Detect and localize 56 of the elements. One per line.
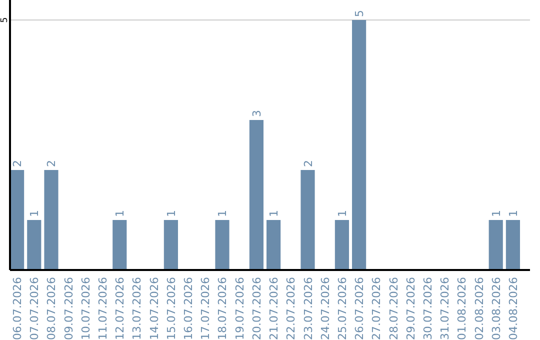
data-label: 5 — [353, 10, 366, 17]
x-tick-label: 17.07.2026 — [199, 277, 212, 340]
x-tick-label: 04.08.2026 — [506, 277, 520, 340]
bar — [266, 220, 281, 270]
x-tick-label: 18.07.2026 — [216, 277, 230, 340]
x-tick-label: 12.07.2026 — [114, 277, 127, 340]
bar — [249, 120, 264, 270]
data-label: 3 — [250, 110, 264, 117]
x-tick-label: 31.07.2026 — [438, 277, 452, 340]
data-label: 1 — [114, 210, 127, 217]
bar — [27, 220, 42, 270]
x-tick-label: 14.07.2026 — [148, 277, 161, 340]
data-label: 1 — [216, 210, 230, 217]
x-tick-label: 21.07.2026 — [268, 277, 281, 340]
data-label: 1 — [28, 210, 42, 217]
data-label: 1 — [268, 210, 281, 217]
x-tick-label: 27.07.2026 — [370, 277, 384, 340]
data-label: 2 — [11, 160, 24, 167]
data-label: 1 — [164, 210, 178, 217]
bar — [112, 220, 127, 270]
data-label: 1 — [336, 210, 349, 217]
bar — [506, 220, 520, 270]
x-tick-label: 28.07.2026 — [387, 277, 400, 340]
x-tick-label: 30.07.2026 — [421, 277, 434, 340]
bar — [352, 20, 366, 270]
x-tick-label: 13.07.2026 — [130, 277, 144, 340]
data-label: 1 — [490, 210, 503, 217]
x-tick-label: 01.08.2026 — [456, 277, 469, 340]
x-tick-label: 29.07.2026 — [404, 277, 418, 340]
x-tick-label: 25.07.2026 — [336, 277, 349, 340]
x-tick-label: 03.08.2026 — [490, 277, 503, 340]
x-tick-label: 19.07.2026 — [233, 277, 246, 340]
x-tick-label: 06.07.2026 — [11, 277, 24, 340]
bar — [334, 220, 349, 270]
x-tick-label: 26.07.2026 — [353, 277, 366, 340]
bar — [215, 220, 230, 270]
data-label: 1 — [506, 210, 520, 217]
data-label: 2 — [45, 160, 58, 167]
x-tick-label: 10.07.2026 — [79, 277, 92, 340]
x-tick-label: 11.07.2026 — [96, 277, 110, 340]
x-tick-label: 02.08.2026 — [472, 277, 486, 340]
bar — [300, 170, 315, 270]
bar — [488, 220, 503, 270]
bar — [10, 170, 24, 270]
x-tick-label: 09.07.2026 — [62, 277, 76, 340]
x-tick-label: 20.07.2026 — [250, 277, 264, 340]
x-tick-label: 07.07.2026 — [28, 277, 42, 340]
x-tick-label: 16.07.2026 — [182, 277, 196, 340]
x-tick-label: 15.07.2026 — [164, 277, 178, 340]
x-tick-label: 08.07.2026 — [45, 277, 58, 340]
bar — [164, 220, 178, 270]
bar — [44, 170, 58, 270]
x-tick-label: 23.07.2026 — [302, 277, 315, 340]
x-tick-label: 22.07.2026 — [284, 277, 298, 340]
data-label: 2 — [302, 160, 315, 167]
x-tick-label: 24.07.2026 — [318, 277, 332, 340]
